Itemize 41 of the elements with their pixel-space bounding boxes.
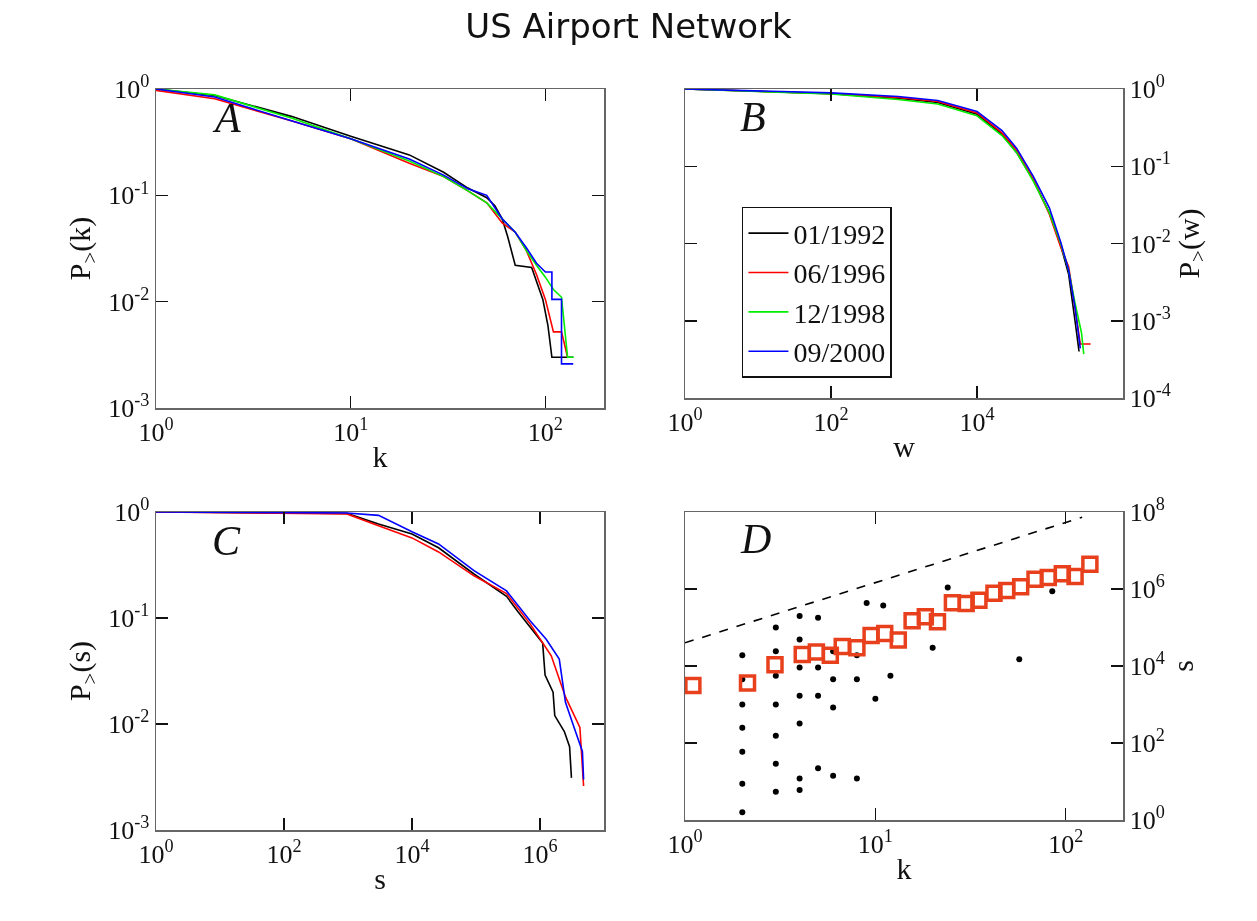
y-tick-label: 10$^{8}$ [1129,494,1165,528]
x-tick-label: 10$^{2}$ [266,835,302,869]
y-tick-label: 10$^{-2}$ [108,283,150,317]
y-tick-label: 10$^{0}$ [1129,71,1165,105]
chart-title: US Airport Network [464,6,793,46]
x-tick-label: 10$^{0}$ [667,403,703,437]
x-tick-label: 10$^{2}$ [527,413,563,447]
y-tick-label: 10$^{-2}$ [108,706,150,740]
y-axis-title: s [1166,660,1200,672]
y-tick-label: 10$^{2}$ [1129,725,1165,759]
x-tick-label: 10$^{2}$ [813,403,849,437]
y-tick-label: 10$^{-4}$ [1129,380,1171,414]
legend-label: 01/1992 [793,219,886,251]
x-axis-title: s [374,861,386,895]
y-tick-label: 10$^{-1}$ [108,600,150,634]
annotation: A [212,95,241,141]
annotation: C [212,518,241,564]
x-tick-label: 10$^{0}$ [667,825,703,859]
y-tick-label: 10$^{-1}$ [1129,148,1171,182]
y-tick-label: 10$^{0}$ [114,494,150,528]
annotation: D [740,516,772,562]
y-tick-label: 10$^{0}$ [114,71,150,105]
y-tick-label: 10$^{0}$ [1129,802,1165,836]
x-tick-label: 10$^{2}$ [1048,825,1084,859]
y-tick-label: 10$^{-3}$ [1129,302,1171,336]
x-axis-title: k [372,439,388,473]
x-axis-title: w [893,429,916,463]
legend-label: 09/2000 [793,337,886,369]
y-tick-label: 10$^{4}$ [1129,648,1165,682]
x-tick-label: 10$^{4}$ [394,835,430,869]
y-tick-label: 10$^{-1}$ [108,177,150,211]
x-tick-label: 10$^{6}$ [522,835,558,869]
y-tick-label: 10$^{-2}$ [1129,225,1171,259]
annotation: B [740,94,766,140]
legend-label: 06/1996 [793,258,886,290]
y-tick-label: 10$^{6}$ [1129,571,1165,605]
legend-label: 12/1998 [793,297,886,329]
x-tick-label: 10$^{1}$ [333,413,369,447]
x-axis-title: k [896,851,912,885]
x-tick-label: 10$^{1}$ [857,825,893,859]
x-tick-label: 10$^{4}$ [959,403,995,437]
